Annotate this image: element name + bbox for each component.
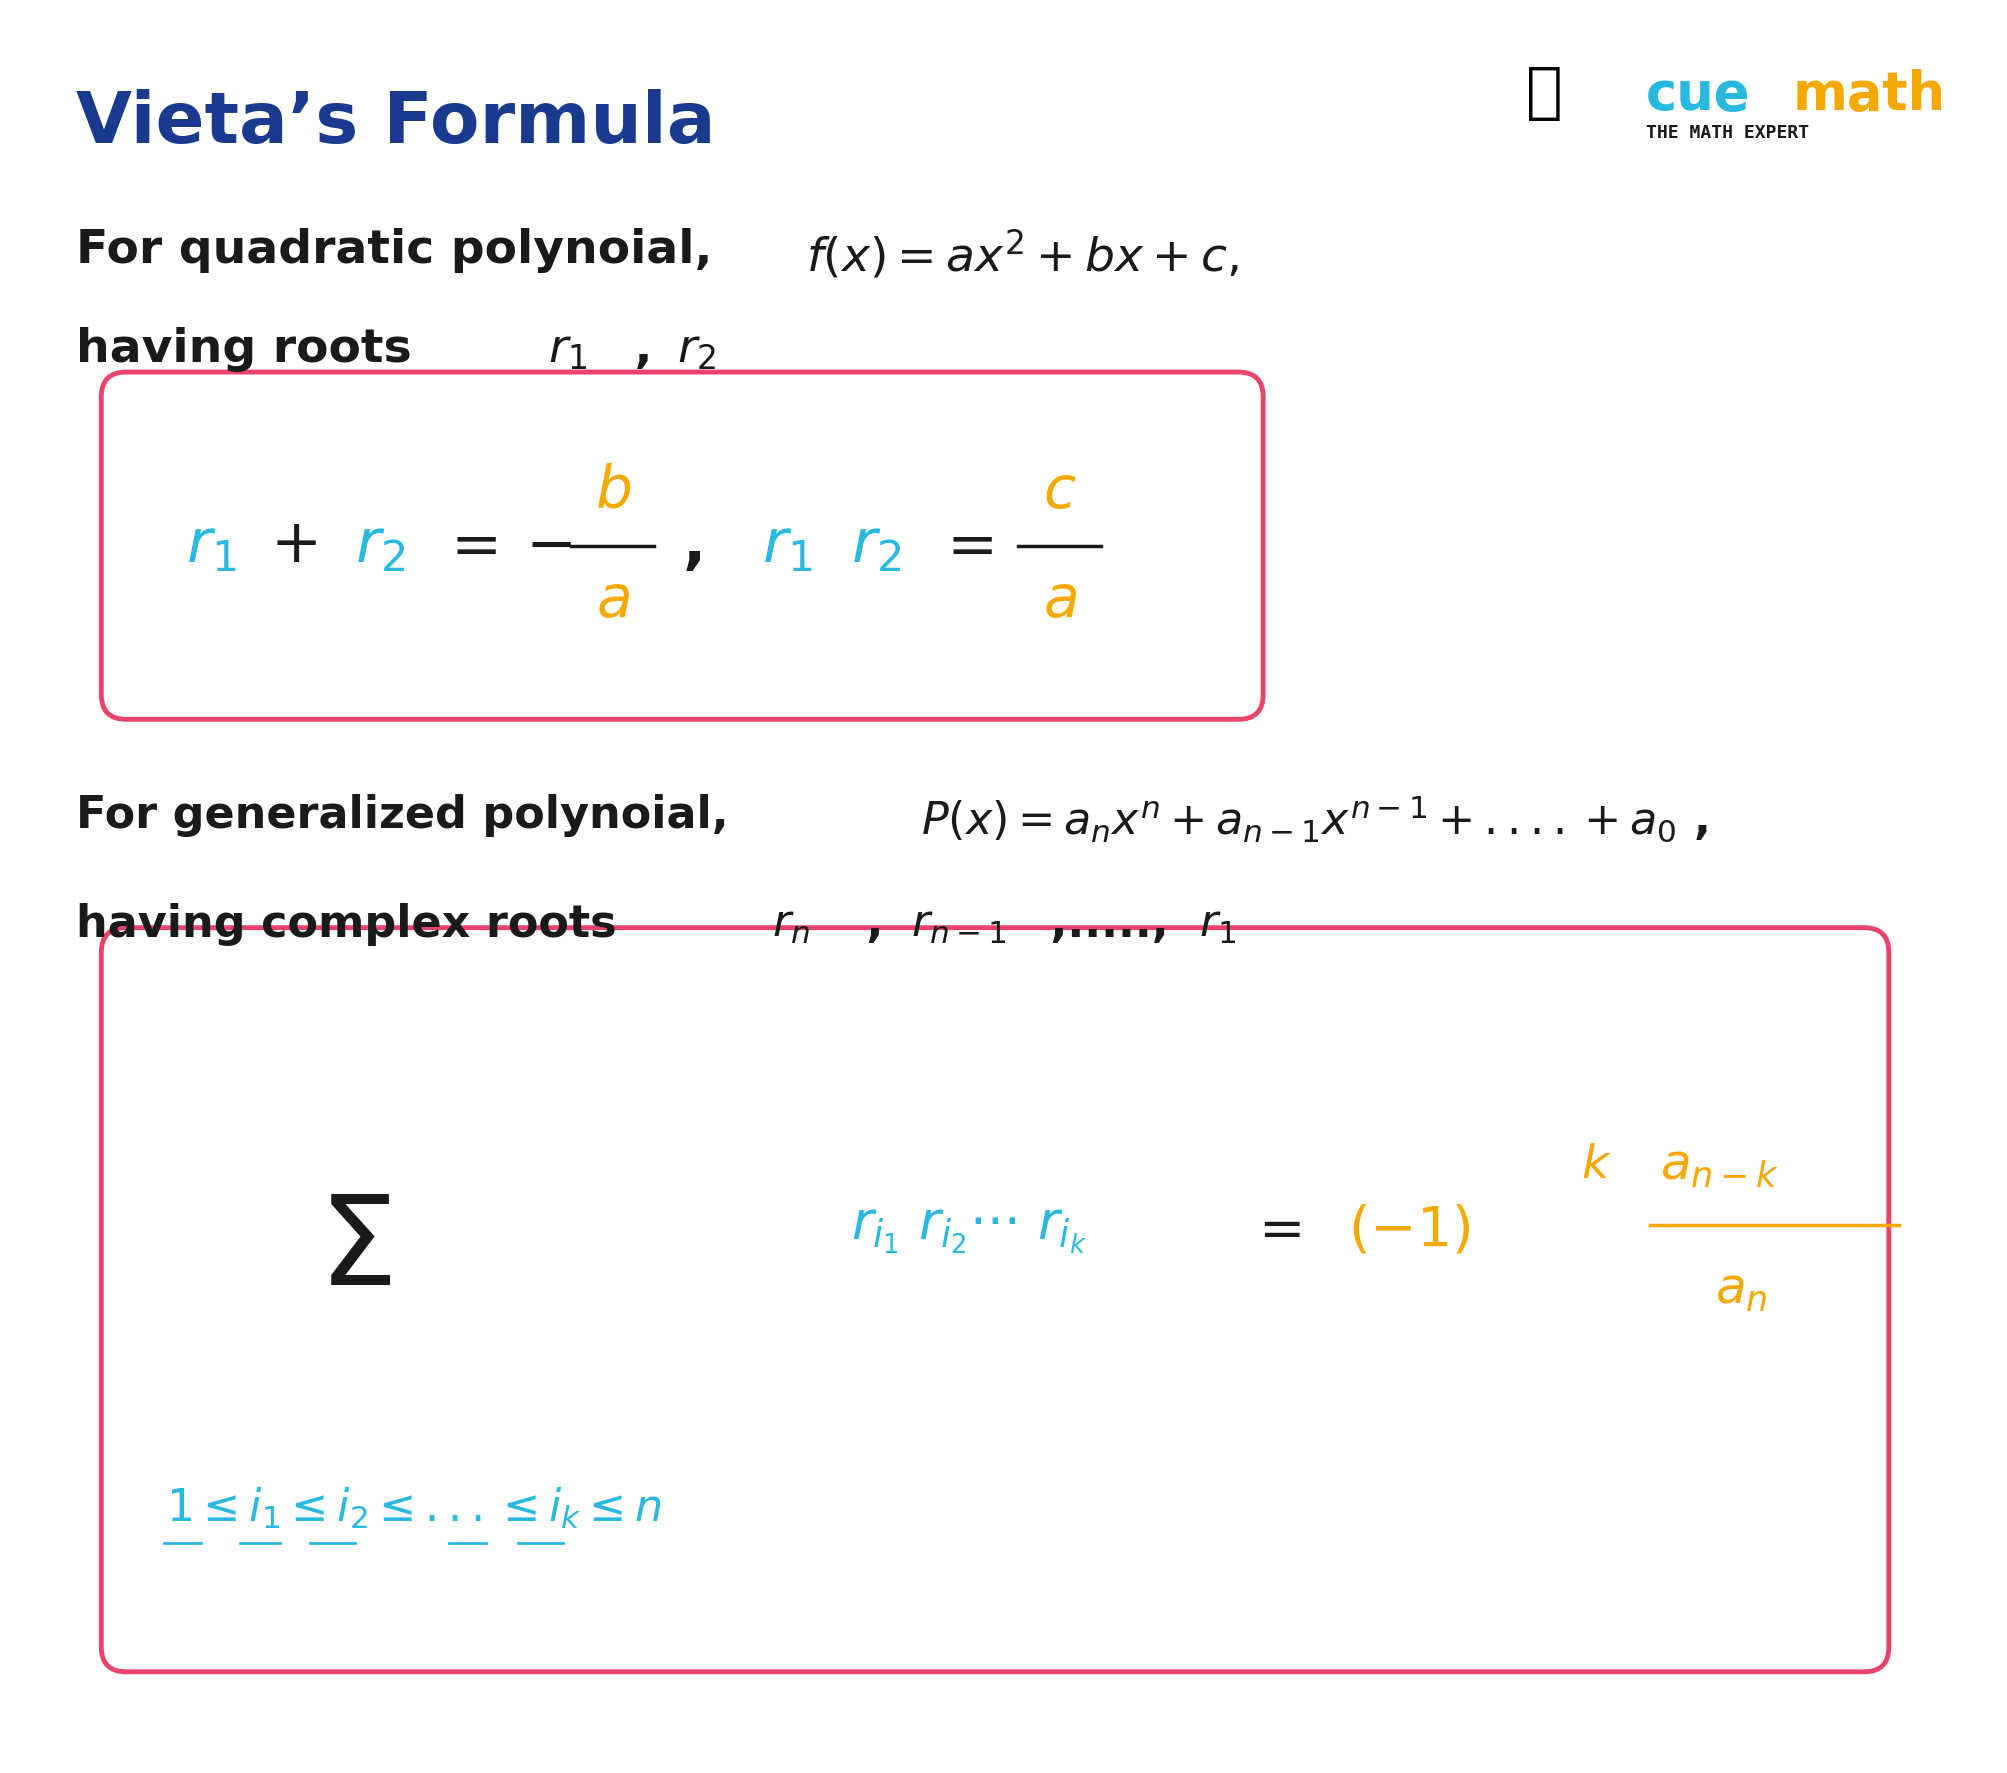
Text: $= -$: $= -$ xyxy=(440,516,572,574)
Text: $a_{n-k}$: $a_{n-k}$ xyxy=(1660,1142,1780,1190)
Text: $r_{i_1}\ r_{i_2}{\cdot}{\cdot}{\cdot}\ r_{i_k}$: $r_{i_1}\ r_{i_2}{\cdot}{\cdot}{\cdot}\ … xyxy=(851,1204,1088,1257)
Text: For generalized polynoial,: For generalized polynoial, xyxy=(76,794,745,837)
Text: math: math xyxy=(1792,69,1945,122)
Text: $r_2$: $r_2$ xyxy=(676,328,716,372)
Text: $r_1$: $r_1$ xyxy=(548,328,588,372)
Text: $r_n$: $r_n$ xyxy=(771,902,809,945)
Text: $=$: $=$ xyxy=(935,516,993,574)
Text: $r_{n-1}$: $r_{n-1}$ xyxy=(911,902,1006,945)
Text: $(-1)$: $(-1)$ xyxy=(1347,1204,1469,1257)
Text: $f(x)= ax^2+bx+c,$: $f(x)= ax^2+bx+c,$ xyxy=(807,229,1240,282)
Text: having roots: having roots xyxy=(76,328,429,372)
Text: $P(x)= a_n x^n + a_{n-1} x^{n-1}+....+ a_0$ ,: $P(x)= a_n x^n + a_{n-1} x^{n-1}+....+ a… xyxy=(921,794,1708,844)
Text: Vieta’s Formula: Vieta’s Formula xyxy=(76,89,716,158)
Text: having complex roots: having complex roots xyxy=(76,902,632,945)
Text: $a$: $a$ xyxy=(596,571,630,629)
Text: $=$: $=$ xyxy=(1248,1204,1303,1257)
Text: $c$: $c$ xyxy=(1044,463,1076,519)
FancyBboxPatch shape xyxy=(100,372,1262,720)
Text: $r_1$: $r_1$ xyxy=(1198,902,1236,945)
Text: 🚀: 🚀 xyxy=(1527,64,1563,124)
Text: $a_n$: $a_n$ xyxy=(1716,1266,1768,1314)
Text: ,.....,: ,....., xyxy=(1036,902,1184,945)
Text: For quadratic polynoial,: For quadratic polynoial, xyxy=(76,229,729,273)
Text: $b$: $b$ xyxy=(594,463,630,519)
Text: $r_1$: $r_1$ xyxy=(763,516,813,574)
Text: $+$: $+$ xyxy=(271,516,317,574)
Text: $r_2$: $r_2$ xyxy=(355,516,405,574)
Text: $a$: $a$ xyxy=(1044,571,1076,629)
Text: ,: , xyxy=(682,516,706,574)
Text: $\Sigma$: $\Sigma$ xyxy=(317,1190,391,1310)
Text: ,: , xyxy=(618,328,668,372)
Text: $r_1$: $r_1$ xyxy=(187,516,237,574)
FancyBboxPatch shape xyxy=(100,927,1889,1672)
Text: $k$: $k$ xyxy=(1582,1144,1612,1188)
Text: $1{\leq} i_1 {\leq} i_2 {\leq} ...{\leq} i_k {\leq} n$: $1{\leq} i_1 {\leq} i_2 {\leq} ...{\leq}… xyxy=(167,1486,660,1530)
Text: $r_2$: $r_2$ xyxy=(851,516,901,574)
Text: cue: cue xyxy=(1646,69,1750,122)
Text: THE MATH EXPERT: THE MATH EXPERT xyxy=(1646,124,1808,142)
Text: ,: , xyxy=(851,902,899,945)
